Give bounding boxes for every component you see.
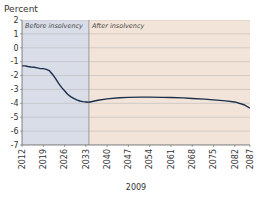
grid-line (22, 33, 250, 34)
grid-line (22, 75, 250, 76)
plot-area (22, 20, 250, 145)
x-tick-label: 2068 (188, 149, 197, 169)
y-tick (20, 117, 22, 118)
x-tick-label: 2019 (39, 149, 48, 169)
x-tick (213, 145, 214, 147)
x-tick-label: 2033 (82, 149, 91, 169)
series-line (22, 66, 89, 102)
grid-line (22, 61, 250, 62)
y-tick-label: -4 (11, 99, 19, 108)
y-axis (22, 20, 23, 145)
y-tick-label: -7 (11, 141, 19, 150)
y-tick-label: -6 (11, 127, 19, 136)
y-tick (20, 131, 22, 132)
region-separator (88, 20, 89, 145)
x-tick-label: 2075 (209, 149, 218, 169)
y-tick-label: -5 (11, 113, 19, 122)
grid-line (22, 117, 250, 118)
region-label: Before insolvency (25, 22, 83, 30)
grid-line (22, 103, 250, 104)
x-tick-label: 2082 (231, 149, 240, 169)
x-tick (250, 145, 251, 147)
y-tick-label: -2 (11, 71, 19, 80)
y-tick (20, 33, 22, 34)
x-tick-label: 2054 (145, 149, 154, 169)
grid-line (22, 131, 250, 132)
y-tick-label: -3 (11, 85, 19, 94)
series-line (89, 97, 250, 108)
x-tick (85, 145, 86, 147)
x-tick (128, 145, 129, 147)
x-axis-label: 2009 (126, 183, 146, 192)
y-tick (20, 61, 22, 62)
x-tick-label: 2087 (246, 149, 255, 169)
region (22, 20, 89, 145)
grid-line (22, 47, 250, 48)
region (89, 20, 250, 145)
region-label: After insolvency (91, 22, 145, 30)
y-tick (20, 20, 22, 21)
x-tick (107, 145, 108, 147)
y-tick (20, 103, 22, 104)
x-tick (234, 145, 235, 147)
x-tick-label: 2026 (60, 149, 69, 169)
y-tick (20, 89, 22, 90)
y-tick-label: -1 (11, 57, 19, 66)
x-tick (170, 145, 171, 147)
x-tick (149, 145, 150, 147)
x-tick (43, 145, 44, 147)
x-tick-label: 2012 (18, 149, 27, 169)
grid-line (22, 145, 250, 146)
grid-line (22, 20, 250, 21)
x-tick (192, 145, 193, 147)
y-tick-label: 0 (13, 44, 18, 53)
y-tick-label: 1 (13, 30, 18, 39)
y-tick-label: 2 (13, 16, 18, 25)
x-tick-label: 2047 (124, 149, 133, 169)
title: Percent (4, 4, 38, 14)
x-tick (64, 145, 65, 147)
x-tick-label: 2061 (167, 149, 176, 169)
chart: 2 1 0 -1 -2 -3 -4 -5 -6 -72012 2019 2026 2033 2040 204… (0, 0, 256, 197)
x-tick (22, 145, 23, 147)
y-tick (20, 75, 22, 76)
x-tick-label: 2040 (103, 149, 112, 169)
x-axis (22, 145, 250, 146)
grid-line (22, 89, 250, 90)
y-tick (20, 47, 22, 48)
